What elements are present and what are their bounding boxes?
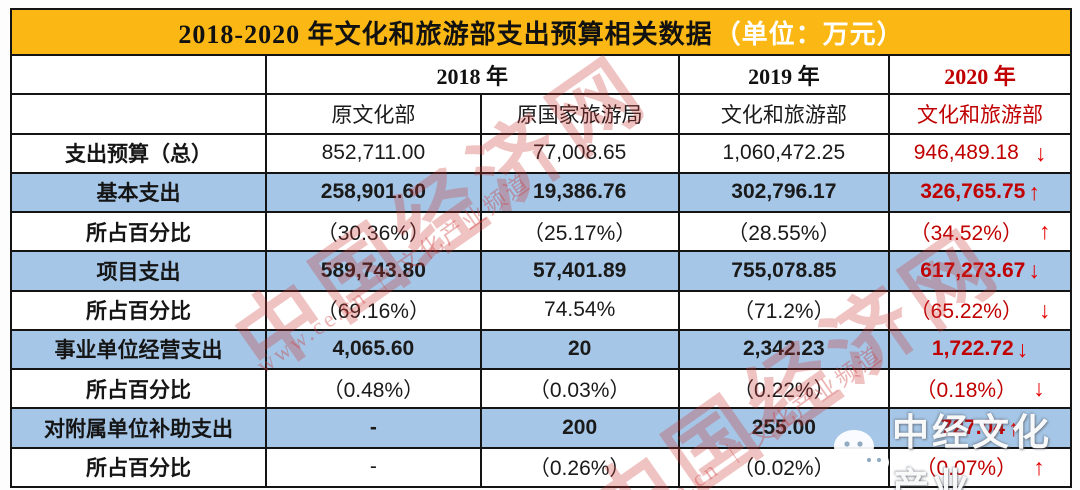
cell-2018a: 258,901.60 <box>267 173 482 212</box>
cell-2020: 1,722.72 ↓ <box>890 331 1070 368</box>
row-label: 支出预算（总） <box>12 134 267 172</box>
value-2020: 617,273.67 <box>920 258 1026 282</box>
row-label: 所占百分比 <box>12 370 267 408</box>
table-row: 对附属单位补助支出 - 200 255.00 727.04 ↑ <box>12 409 1070 449</box>
cell-2018a: 589,743.80 <box>267 252 482 290</box>
cell-2019: 755,078.85 <box>680 252 891 290</box>
table-row: 所占百分比 （0.48%） （0.03%） （0.22%） （0.18%） ↓ <box>12 370 1070 410</box>
table-row: 支出预算（总） 852,711.00 77,008.65 1,060,472.2… <box>12 134 1070 174</box>
header-row-departments: 原文化部 原国家旅游局 文化和旅游部 文化和旅游部 <box>12 95 1070 135</box>
table-row: 所占百分比 - （0.26%） （0.02%） （0.07%） ↑ <box>12 448 1070 486</box>
header-dept-2019: 文化和旅游部 <box>680 95 891 133</box>
header-dept-2020: 文化和旅游部 <box>917 102 1044 127</box>
cell-2019: 1,060,472.25 <box>680 134 891 172</box>
cell-2018a: （30.36%） <box>267 213 482 251</box>
cell-2018a: （0.48%） <box>267 370 482 408</box>
row-label: 事业单位经营支出 <box>12 330 267 369</box>
row-label: 所占百分比 <box>12 448 267 486</box>
header-2019: 2019 年 <box>680 56 891 94</box>
table-row: 事业单位经营支出 4,065.60 20 2,342.23 1,722.72 ↓ <box>12 330 1070 371</box>
cell-2018b: 20 <box>482 330 680 369</box>
cell-2020: （0.18%） ↓ <box>890 370 1070 407</box>
cell-2018b: （0.26%） <box>482 448 680 486</box>
cell-2018b: 74.54% <box>482 291 680 329</box>
publisher-logo-text: 中经文化产业 <box>892 413 1052 490</box>
cell-2020: 617,273.67 ↓ <box>890 252 1070 289</box>
cell-2018a: （69.16%） <box>267 291 482 329</box>
value-2020: （34.52%） <box>909 221 1023 245</box>
cell-2018b: （0.03%） <box>482 370 680 408</box>
header-dept-2018a: 原文化部 <box>267 95 482 133</box>
table-row: 所占百分比 （30.36%） （25.17%） （28.55%） （34.52%… <box>12 213 1070 253</box>
cell-2020: 326,765.75 ↑ <box>890 174 1070 211</box>
header-empty-cell <box>12 95 267 133</box>
table-row: 基本支出 258,901.60 19,386.76 302,796.17 326… <box>12 173 1070 214</box>
cell-2018b: 19,386.76 <box>482 173 680 212</box>
trend-arrow-icon: ↑ <box>1033 453 1045 480</box>
trend-arrow-icon: ↓ <box>1028 257 1040 284</box>
value-2020: 727.04 <box>940 416 1005 440</box>
cell-2020: （65.22%） ↓ <box>890 292 1070 329</box>
cell-2018b: 77,008.65 <box>482 134 680 172</box>
table-row: 所占百分比 （69.16%） 74.54% （71.2%） （65.22%） ↓ <box>12 291 1070 331</box>
cell-2020: （34.52%） ↑ <box>890 213 1070 250</box>
header-row-years: 2018 年 2019 年 2020 年 <box>12 56 1070 96</box>
header-dept-2018b: 原国家旅游局 <box>482 95 680 133</box>
cell-2018a: 852,711.00 <box>267 134 482 172</box>
header-empty-cell <box>12 56 267 94</box>
cell-2019: （28.55%） <box>680 213 891 251</box>
header-2018: 2018 年 <box>267 56 680 94</box>
cell-2018a: - <box>267 409 482 447</box>
cell-2020: 946,489.18 ↓ <box>890 135 1070 172</box>
cell-2018b: 57,401.89 <box>482 252 680 290</box>
cell-2019: （0.02%） <box>680 448 891 486</box>
publisher-logo: 中经文化产业 <box>828 402 1080 490</box>
row-label: 项目支出 <box>12 252 267 290</box>
cell-2018b: （25.17%） <box>482 213 680 251</box>
trend-arrow-icon: ↓ <box>1016 335 1029 362</box>
header-2020: 2020 年 <box>944 63 1016 89</box>
cell-2018a: - <box>267 448 482 486</box>
budget-table: 2018-2020 年文化和旅游部支出预算相关数据 （单位：万元） 2018 年… <box>10 8 1072 488</box>
wechat-icon <box>828 422 892 490</box>
cell-2019: 302,796.17 <box>680 173 891 212</box>
value-2020: （0.18%） <box>915 378 1018 402</box>
trend-arrow-icon: ↓ <box>1034 139 1047 166</box>
table-row: 项目支出 589,743.80 57,401.89 755,078.85 617… <box>12 252 1070 292</box>
row-label: 对附属单位补助支出 <box>12 409 267 447</box>
trend-arrow-icon: ↑ <box>1007 414 1020 441</box>
cell-2019: 2,342.23 <box>680 330 891 369</box>
row-label: 基本支出 <box>12 173 267 212</box>
row-label: 所占百分比 <box>12 291 267 329</box>
trend-arrow-icon: ↓ <box>1038 296 1051 323</box>
row-label: 所占百分比 <box>12 213 267 251</box>
table-title: 2018-2020 年文化和旅游部支出预算相关数据 <box>178 19 713 49</box>
value-2020: （0.07%） <box>915 457 1018 481</box>
trend-arrow-icon: ↑ <box>1038 218 1051 245</box>
trend-arrow-icon: ↓ <box>1033 375 1045 402</box>
value-2020: 326,765.75 <box>920 180 1026 204</box>
value-2020: 946,489.18 <box>913 141 1019 165</box>
cell-2019: （0.22%） <box>680 370 891 408</box>
cell-2018a: 4,065.60 <box>267 330 482 369</box>
value-2020: （65.22%） <box>909 300 1023 324</box>
cell-2019: 255.00 <box>680 409 891 447</box>
cell-2019: （71.2%） <box>680 291 891 329</box>
value-2020: 1,722.72 <box>931 337 1014 361</box>
table-title-unit: （单位：万元） <box>714 19 904 49</box>
cell-2020: （0.07%） ↑ <box>890 449 1070 486</box>
table-title-bar: 2018-2020 年文化和旅游部支出预算相关数据 （单位：万元） <box>12 10 1070 56</box>
cell-2020: 727.04 ↑ <box>890 409 1070 446</box>
cell-2018b: 200 <box>482 409 680 447</box>
trend-arrow-icon: ↑ <box>1028 178 1040 205</box>
